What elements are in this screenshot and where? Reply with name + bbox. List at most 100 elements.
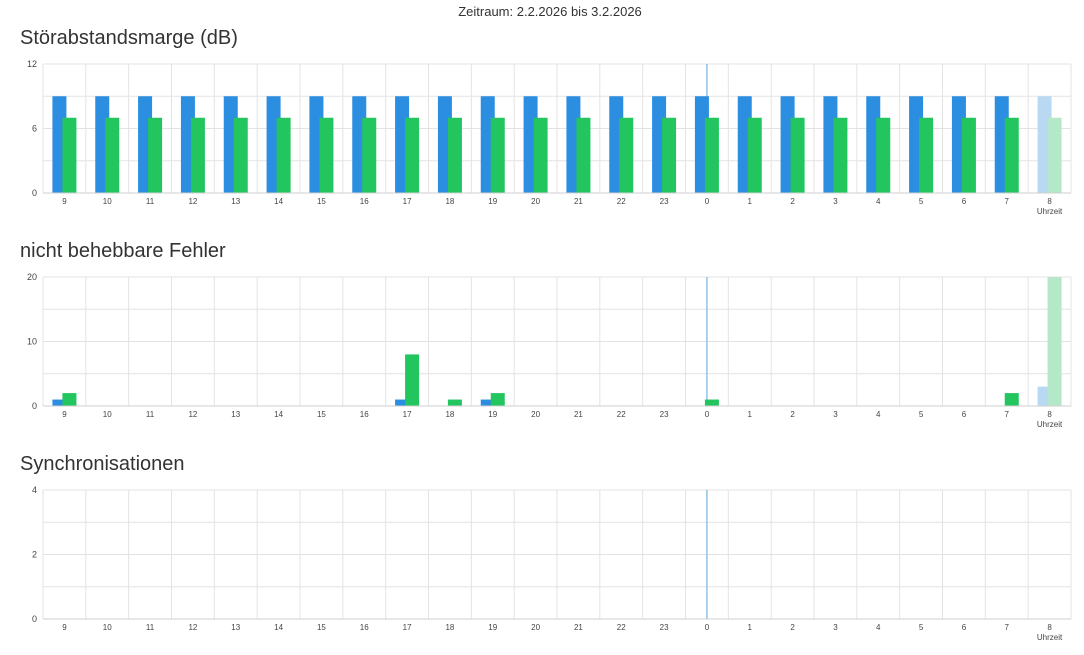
x-tick-label: 22: [617, 623, 626, 632]
bar-series-2: [1004, 393, 1019, 406]
bar-series-2: [190, 117, 205, 193]
x-tick-label: 18: [445, 410, 454, 419]
bar-series-1: [480, 399, 495, 406]
x-tick-label: 23: [660, 623, 669, 632]
bar-series-2: [704, 117, 719, 193]
y-tick-label: 20: [27, 272, 37, 282]
x-tick-label: 11: [146, 623, 155, 632]
bar-series-2: [833, 117, 848, 193]
bar-series-1: [52, 399, 67, 406]
bar-series-2: [1004, 117, 1019, 193]
bar-series-2: [533, 117, 548, 193]
x-tick-label: 2: [790, 410, 795, 419]
x-tick-label: 8: [1047, 410, 1052, 419]
x-tick-label: 17: [403, 623, 412, 632]
x-axis-label: Uhrzeit: [1037, 633, 1063, 642]
x-tick-label: 13: [231, 623, 240, 632]
y-tick-label: 10: [27, 337, 37, 347]
x-tick-label: 3: [833, 197, 838, 206]
x-axis-label: Uhrzeit: [1037, 207, 1063, 216]
x-tick-label: 16: [360, 197, 369, 206]
x-tick-label: 13: [231, 197, 240, 206]
x-tick-label: 3: [833, 623, 838, 632]
x-tick-label: 10: [103, 623, 112, 632]
bar-series-2: [961, 117, 976, 193]
x-tick-label: 14: [274, 623, 283, 632]
x-tick-label: 6: [962, 197, 967, 206]
bar-series-2: [62, 393, 77, 406]
bar-series-2: [576, 117, 591, 193]
bar-series-2: [790, 117, 805, 193]
y-tick-label: 2: [32, 550, 37, 560]
x-tick-label: 2: [790, 623, 795, 632]
x-tick-label: 15: [317, 197, 326, 206]
y-tick-label: 0: [32, 188, 37, 198]
chart-title-snr: Störabstandsmarge (dB): [20, 27, 238, 49]
x-tick-label: 5: [919, 410, 924, 419]
x-tick-label: 18: [445, 623, 454, 632]
x-tick-label: 14: [274, 197, 283, 206]
x-tick-label: 5: [919, 197, 924, 206]
bar-series-2: [362, 117, 377, 193]
x-tick-label: 7: [1005, 197, 1010, 206]
bar-series-2: [1047, 277, 1062, 406]
x-tick-label: 4: [876, 197, 881, 206]
x-tick-label: 1: [748, 410, 753, 419]
bar-series-2: [704, 399, 719, 406]
x-tick-label: 9: [62, 410, 67, 419]
bar-series-2: [105, 117, 120, 193]
bar-series-2: [405, 354, 420, 406]
zeitraum-label: Zeitraum: 2.2.2026 bis 3.2.2026: [458, 4, 642, 19]
bar-series-2: [62, 117, 77, 193]
x-tick-label: 11: [146, 197, 155, 206]
bar-series-2: [447, 399, 462, 406]
bar-series-2: [619, 117, 634, 193]
x-tick-label: 8: [1047, 623, 1052, 632]
x-tick-label: 19: [488, 410, 497, 419]
bar-series-2: [319, 117, 334, 193]
x-tick-label: 15: [317, 410, 326, 419]
x-tick-label: 12: [188, 623, 197, 632]
chart-title-sync: Synchronisationen: [20, 453, 185, 475]
x-tick-label: 6: [962, 410, 967, 419]
x-tick-label: 10: [103, 410, 112, 419]
x-tick-label: 16: [360, 410, 369, 419]
x-tick-label: 4: [876, 623, 881, 632]
x-tick-label: 19: [488, 623, 497, 632]
x-tick-label: 22: [617, 197, 626, 206]
y-tick-label: 4: [32, 485, 37, 495]
x-tick-label: 21: [574, 197, 583, 206]
x-tick-label: 12: [188, 410, 197, 419]
bar-series-2: [662, 117, 677, 193]
x-tick-label: 15: [317, 623, 326, 632]
y-tick-label: 0: [32, 401, 37, 411]
x-tick-label: 17: [403, 410, 412, 419]
bar-series-2: [490, 393, 505, 406]
x-tick-label: 2: [790, 197, 795, 206]
x-tick-label: 19: [488, 197, 497, 206]
bar-series-2: [1047, 117, 1062, 193]
x-axis-label: Uhrzeit: [1037, 420, 1063, 429]
x-tick-label: 13: [231, 410, 240, 419]
x-tick-label: 14: [274, 410, 283, 419]
x-tick-label: 20: [531, 410, 540, 419]
x-tick-label: 7: [1005, 623, 1010, 632]
x-tick-label: 6: [962, 623, 967, 632]
y-tick-label: 12: [27, 59, 37, 69]
x-tick-label: 1: [748, 197, 753, 206]
x-tick-label: 11: [146, 410, 155, 419]
y-tick-label: 6: [32, 124, 37, 134]
bar-series-2: [447, 117, 462, 193]
bar-series-1: [395, 399, 410, 406]
bar-series-2: [876, 117, 891, 193]
x-tick-label: 22: [617, 410, 626, 419]
x-tick-label: 21: [574, 623, 583, 632]
x-tick-label: 0: [705, 623, 710, 632]
x-tick-label: 7: [1005, 410, 1010, 419]
x-tick-label: 3: [833, 410, 838, 419]
x-tick-label: 23: [660, 197, 669, 206]
x-tick-label: 12: [188, 197, 197, 206]
